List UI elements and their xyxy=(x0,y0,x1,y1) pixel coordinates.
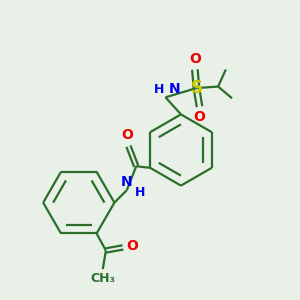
Text: N: N xyxy=(121,175,133,189)
Text: O: O xyxy=(194,110,206,124)
Text: CH₃: CH₃ xyxy=(90,272,115,285)
Text: H: H xyxy=(134,186,145,199)
Text: N: N xyxy=(169,82,181,96)
Text: S: S xyxy=(190,79,202,97)
Text: O: O xyxy=(121,128,133,142)
Text: H: H xyxy=(154,83,164,96)
Text: O: O xyxy=(189,52,201,66)
Text: O: O xyxy=(126,239,138,253)
